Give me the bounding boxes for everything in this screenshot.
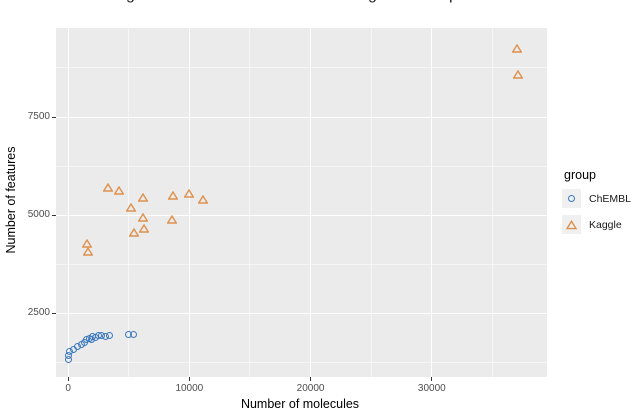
data-point-triangle (183, 185, 195, 198)
gridline-x-minor (128, 28, 130, 377)
gridline-y-minor (56, 165, 547, 167)
data-point-triangle (113, 182, 125, 195)
title-fragment-letter: p (449, 0, 458, 3)
data-point-triangle (101, 179, 114, 192)
gridline-x-minor (491, 28, 493, 377)
gridline-x-minor (249, 28, 251, 377)
legend-item-label: Kaggle (589, 218, 622, 231)
x-tick-mark (310, 377, 312, 381)
gridline-y-minor (56, 67, 547, 69)
y-tick-mark (52, 312, 56, 314)
data-point-triangle (167, 187, 179, 200)
x-tick-label: 10000 (175, 383, 204, 394)
data-point-triangle (166, 211, 178, 224)
data-point-triangle (128, 224, 140, 237)
x-tick-mark (188, 377, 190, 381)
legend-key-box (562, 215, 581, 234)
x-tick-mark (431, 377, 433, 381)
legend-item-kaggle: Kaggle (562, 215, 631, 234)
figure-title-clipped: ggp (0, 0, 640, 6)
legend-title: group (564, 168, 596, 182)
data-point-triangle (137, 209, 149, 223)
legend: group ChEMBL Kaggle (562, 168, 631, 241)
y-tick-label: 2500 (27, 307, 50, 319)
gridline-x-major (310, 28, 312, 377)
title-fragment-letter: g (368, 0, 377, 3)
gridline-x-major (431, 28, 433, 377)
data-point-triangle (137, 189, 149, 202)
data-point-triangle (511, 40, 523, 53)
circle-marker-icon (568, 195, 575, 202)
gridline-y-major (56, 312, 547, 314)
y-tick-label: 7500 (27, 111, 50, 122)
data-point-circle (105, 331, 113, 339)
data-point-triangle (125, 199, 137, 212)
data-point-triangle (197, 191, 209, 205)
x-tick-label: 0 (65, 383, 71, 394)
x-tick-mark (67, 377, 69, 381)
gridline-y-minor (56, 361, 547, 363)
data-point-circle (65, 356, 73, 364)
y-tick-mark (52, 214, 56, 216)
x-tick-label: 20000 (296, 383, 325, 394)
legend-item-chembl: ChEMBL (562, 189, 631, 208)
title-fragment-letter: g (126, 0, 135, 3)
x-axis-title: Number of molecules (240, 397, 360, 411)
x-tick-label: 30000 (417, 383, 446, 394)
y-axis-title: Number of features (3, 146, 18, 254)
gridline-x-major (188, 28, 190, 377)
data-point-triangle (138, 220, 150, 233)
legend-item-label: ChEMBL (589, 192, 632, 205)
gridline-y-major (56, 116, 547, 118)
plot-panel (56, 28, 547, 377)
gridline-y-major (56, 214, 547, 216)
legend-key-box (562, 189, 581, 208)
gridline-y-minor (56, 263, 547, 265)
gridline-x-minor (370, 28, 372, 377)
gridline-x-major (67, 28, 69, 377)
data-point-circle (130, 330, 138, 338)
y-tick-label: 5000 (27, 209, 50, 221)
data-point-triangle (82, 243, 94, 257)
data-point-triangle (81, 235, 93, 248)
y-tick-mark (52, 116, 56, 118)
data-point-triangle (512, 66, 524, 79)
triangle-marker-icon (566, 219, 577, 229)
